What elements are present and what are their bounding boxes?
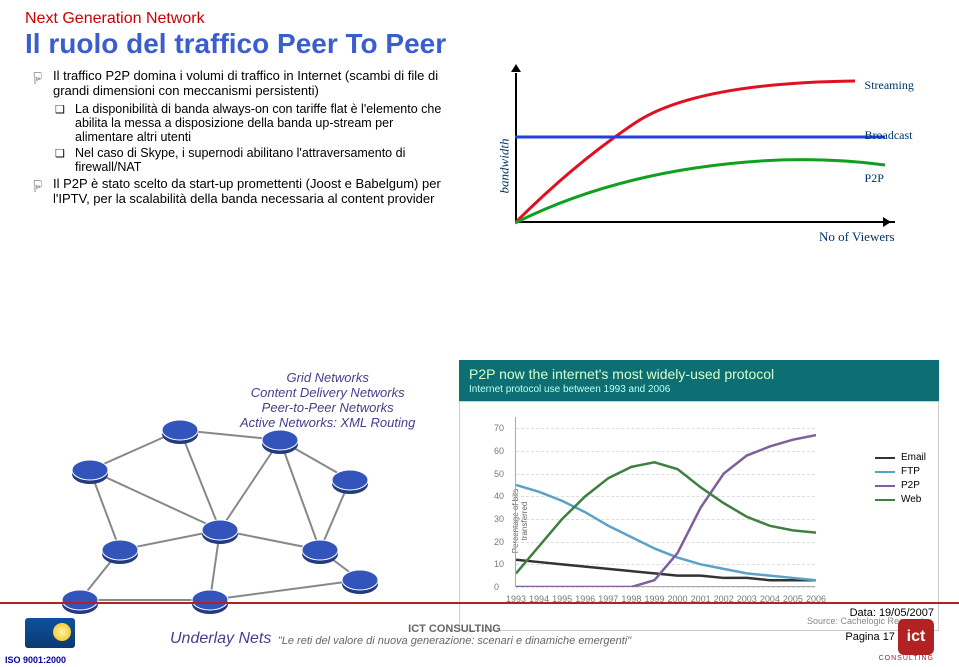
page-title: Il ruolo del traffico Peer To Peer [25, 28, 934, 60]
network-diagram [30, 380, 410, 630]
footer-date-label: Data: [850, 607, 876, 619]
protocol-chart-subtitle: Internet protocol use between 1993 and 2… [469, 384, 929, 395]
protocol-chart-header: P2P now the internet's most widely-used … [459, 360, 939, 401]
iso-label: ISO 9001:2000 [5, 655, 66, 665]
bandwidth-series-label: P2P [865, 171, 884, 186]
footer-org: ICT CONSULTING [105, 623, 804, 635]
protocol-chart-title: P2P now the internet's most widely-used … [469, 366, 929, 382]
bullet-sub: La disponibilità di banda always-on con … [31, 102, 455, 144]
bandwidth-curves [515, 73, 895, 228]
bullet-main: Il traffico P2P domina i volumi di traff… [31, 68, 455, 98]
footer: ICT CONSULTING "Le reti del valore di nu… [0, 602, 959, 667]
bullet-main: Il P2P è stato scelto da start-up promet… [31, 176, 455, 206]
y-axis-label: bandwidth [496, 139, 512, 194]
ict-logo-icon: ict [898, 619, 934, 655]
footer-date: 19/05/2007 [879, 607, 934, 619]
protocol-legend: EmailFTPP2PWeb [875, 452, 926, 508]
pretitle: Next Generation Network [25, 10, 934, 28]
text-column: Il traffico P2P domina i volumi di traff… [25, 68, 455, 248]
footer-page: 17 [883, 631, 895, 643]
protocol-chart-card: P2P now the internet's most widely-used … [459, 360, 939, 631]
x-axis-label: No of Viewers [819, 229, 895, 245]
bandwidth-series-label: Broadcast [865, 128, 913, 143]
bandwidth-chart: bandwidth No of Viewers Streaming Broadca… [465, 68, 925, 248]
ict-logo-sub: CONSULTING [804, 655, 934, 662]
protocol-axes: 0102030405060701993199419951996199719981… [515, 417, 815, 587]
bandwidth-series-label: Streaming [865, 78, 914, 93]
footer-page-label: Pagina [845, 631, 879, 643]
csq-logo-icon [25, 618, 75, 648]
footer-quote: "Le reti del valore di nuova generazione… [105, 635, 804, 647]
bullet-sub: Nel caso di Skype, i supernodi abilitano… [31, 146, 455, 174]
